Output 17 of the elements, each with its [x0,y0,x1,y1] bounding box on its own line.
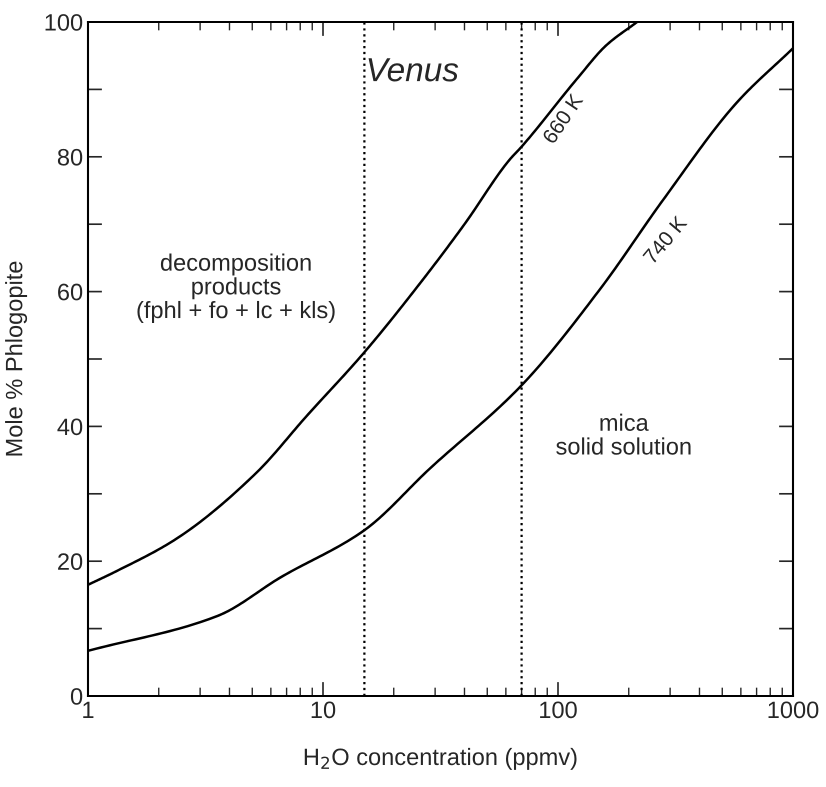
y-axis-title: Mole % Phlogopite [5,262,28,456]
annotation: Venus [368,58,458,82]
y-tick-label: 100 [46,14,82,31]
y-tick-label: 80 [58,148,82,166]
annotation: 740 K [642,214,688,265]
y-tick-label: 60 [58,284,82,300]
annotation: mica solid solution [556,414,691,455]
annotation: decomposition products (fphl + fo + lc + kls) [137,254,335,323]
x-tick-label: 1 [83,702,94,718]
x-tick-label: 10 [312,701,336,718]
y-tick-label: 20 [58,553,82,570]
y-tick-label: 40 [57,418,82,436]
annotation: 660 K [542,92,584,145]
y-tick-label: 0 [70,688,82,705]
x-tick-label: 100 [540,701,577,718]
x-axis-title: H$_{2}$O concentration (ppmv) [304,748,577,770]
x-tick-label: 1000 [768,701,818,718]
